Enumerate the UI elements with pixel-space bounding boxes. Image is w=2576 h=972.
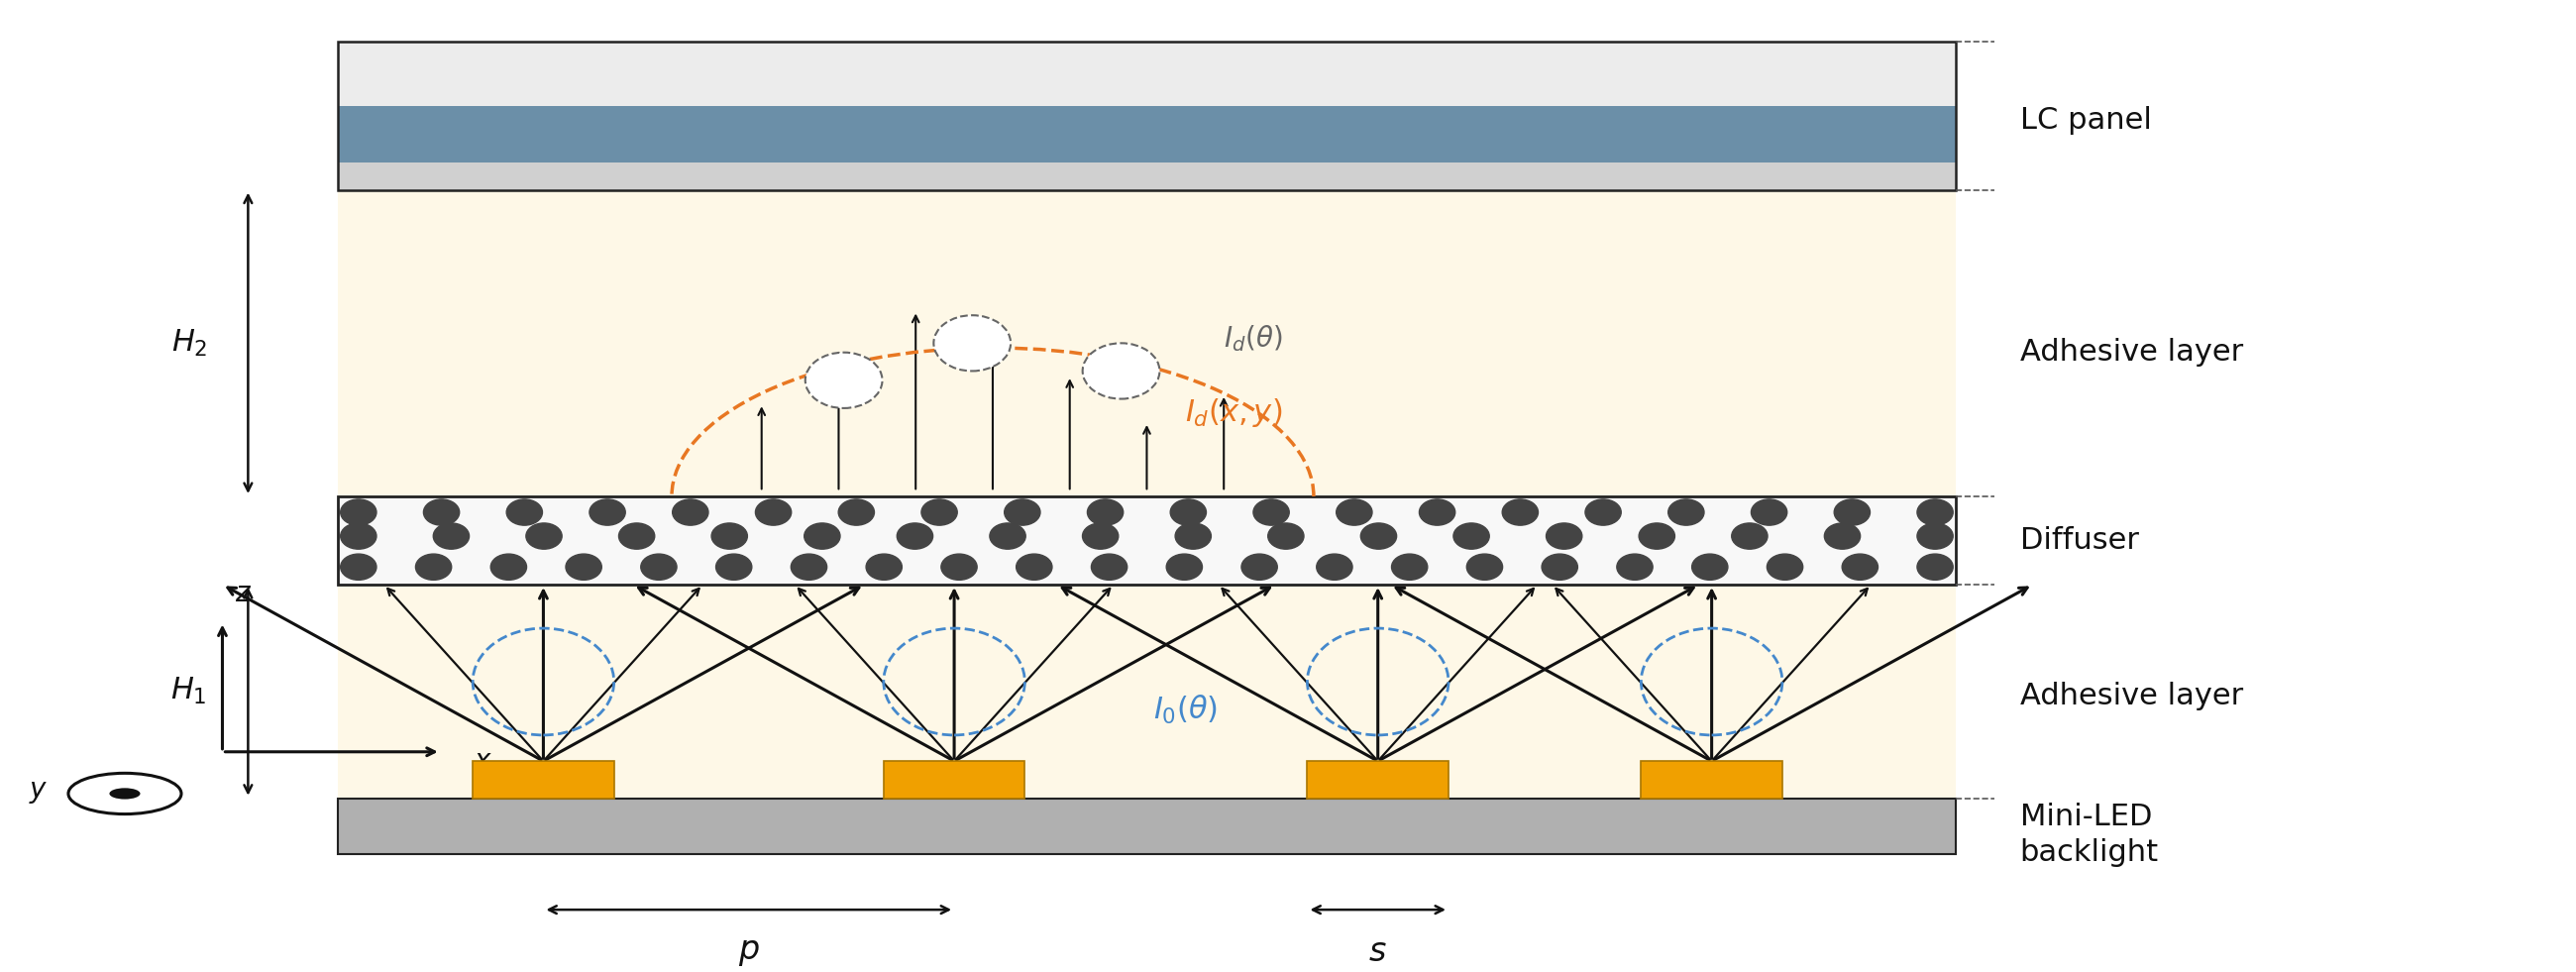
- Text: $I_0(\theta)$: $I_0(\theta)$: [1154, 694, 1218, 726]
- Text: Adhesive layer: Adhesive layer: [2020, 338, 2244, 366]
- Text: Diffuser: Diffuser: [2020, 526, 2138, 554]
- Text: $H_1$: $H_1$: [170, 677, 206, 707]
- Ellipse shape: [1834, 500, 1870, 525]
- Ellipse shape: [618, 523, 654, 549]
- Ellipse shape: [1502, 500, 1538, 525]
- Ellipse shape: [1917, 523, 1953, 549]
- Ellipse shape: [1255, 500, 1288, 525]
- Bar: [337, 798, 1955, 854]
- Ellipse shape: [1005, 500, 1041, 525]
- Bar: [337, 41, 1955, 106]
- Bar: [337, 162, 1955, 190]
- Text: $I_d(\theta)$: $I_d(\theta)$: [1224, 324, 1283, 354]
- Text: $s$: $s$: [1368, 936, 1386, 968]
- Ellipse shape: [340, 523, 376, 549]
- Ellipse shape: [791, 554, 827, 580]
- Circle shape: [108, 788, 139, 799]
- Ellipse shape: [1824, 523, 1860, 549]
- Ellipse shape: [922, 500, 958, 525]
- Ellipse shape: [489, 554, 526, 580]
- Ellipse shape: [837, 500, 873, 525]
- Text: $I_d(x,y)$: $I_d(x,y)$: [1185, 397, 1283, 430]
- Ellipse shape: [340, 554, 376, 580]
- Ellipse shape: [1917, 500, 1953, 525]
- Ellipse shape: [933, 315, 1010, 371]
- Text: Mini-LED: Mini-LED: [2020, 803, 2151, 831]
- Ellipse shape: [1767, 554, 1803, 580]
- Ellipse shape: [1731, 523, 1767, 549]
- Text: $y$: $y$: [28, 778, 49, 806]
- Ellipse shape: [1419, 500, 1455, 525]
- Ellipse shape: [1842, 554, 1878, 580]
- Ellipse shape: [590, 500, 626, 525]
- Ellipse shape: [1752, 500, 1788, 525]
- Ellipse shape: [526, 523, 562, 549]
- Text: $x$: $x$: [474, 747, 492, 775]
- Ellipse shape: [1546, 523, 1582, 549]
- Ellipse shape: [1669, 500, 1705, 525]
- Ellipse shape: [989, 523, 1025, 549]
- Text: $H_2$: $H_2$: [170, 328, 206, 359]
- Ellipse shape: [1466, 554, 1502, 580]
- Ellipse shape: [711, 523, 747, 549]
- Bar: [337, 106, 1955, 162]
- Ellipse shape: [672, 500, 708, 525]
- Text: Adhesive layer: Adhesive layer: [2020, 681, 2244, 711]
- Ellipse shape: [1453, 523, 1489, 549]
- Ellipse shape: [1082, 523, 1118, 549]
- Bar: [337, 584, 1955, 798]
- Text: $z$: $z$: [234, 580, 252, 608]
- Ellipse shape: [567, 554, 603, 580]
- Bar: [337, 190, 1955, 497]
- Text: $p$: $p$: [737, 936, 760, 968]
- Ellipse shape: [422, 500, 459, 525]
- Ellipse shape: [1540, 554, 1577, 580]
- Bar: [884, 761, 1025, 798]
- Ellipse shape: [896, 523, 933, 549]
- Bar: [337, 497, 1955, 584]
- Ellipse shape: [1638, 523, 1674, 549]
- Ellipse shape: [1087, 500, 1123, 525]
- Ellipse shape: [1618, 554, 1654, 580]
- Ellipse shape: [806, 353, 884, 408]
- Ellipse shape: [415, 554, 451, 580]
- Ellipse shape: [755, 500, 791, 525]
- Ellipse shape: [940, 554, 976, 580]
- Ellipse shape: [340, 500, 376, 525]
- Ellipse shape: [507, 500, 544, 525]
- Ellipse shape: [1391, 554, 1427, 580]
- Ellipse shape: [1242, 554, 1278, 580]
- Ellipse shape: [1082, 343, 1159, 399]
- Ellipse shape: [1092, 554, 1128, 580]
- Ellipse shape: [1267, 523, 1303, 549]
- Ellipse shape: [641, 554, 677, 580]
- Ellipse shape: [1360, 523, 1396, 549]
- Bar: [337, 41, 1955, 190]
- Ellipse shape: [866, 554, 902, 580]
- Bar: [474, 761, 613, 798]
- Ellipse shape: [1584, 500, 1620, 525]
- Ellipse shape: [1167, 554, 1203, 580]
- Text: backlight: backlight: [2020, 838, 2159, 866]
- Ellipse shape: [1170, 500, 1206, 525]
- Ellipse shape: [1337, 500, 1373, 525]
- Ellipse shape: [1917, 554, 1953, 580]
- Ellipse shape: [1175, 523, 1211, 549]
- Ellipse shape: [1692, 554, 1728, 580]
- Circle shape: [70, 773, 180, 814]
- Bar: [1641, 761, 1783, 798]
- Ellipse shape: [433, 523, 469, 549]
- Text: LC panel: LC panel: [2020, 106, 2151, 134]
- Ellipse shape: [1316, 554, 1352, 580]
- Bar: [1306, 761, 1448, 798]
- Ellipse shape: [716, 554, 752, 580]
- Ellipse shape: [804, 523, 840, 549]
- Ellipse shape: [1015, 554, 1051, 580]
